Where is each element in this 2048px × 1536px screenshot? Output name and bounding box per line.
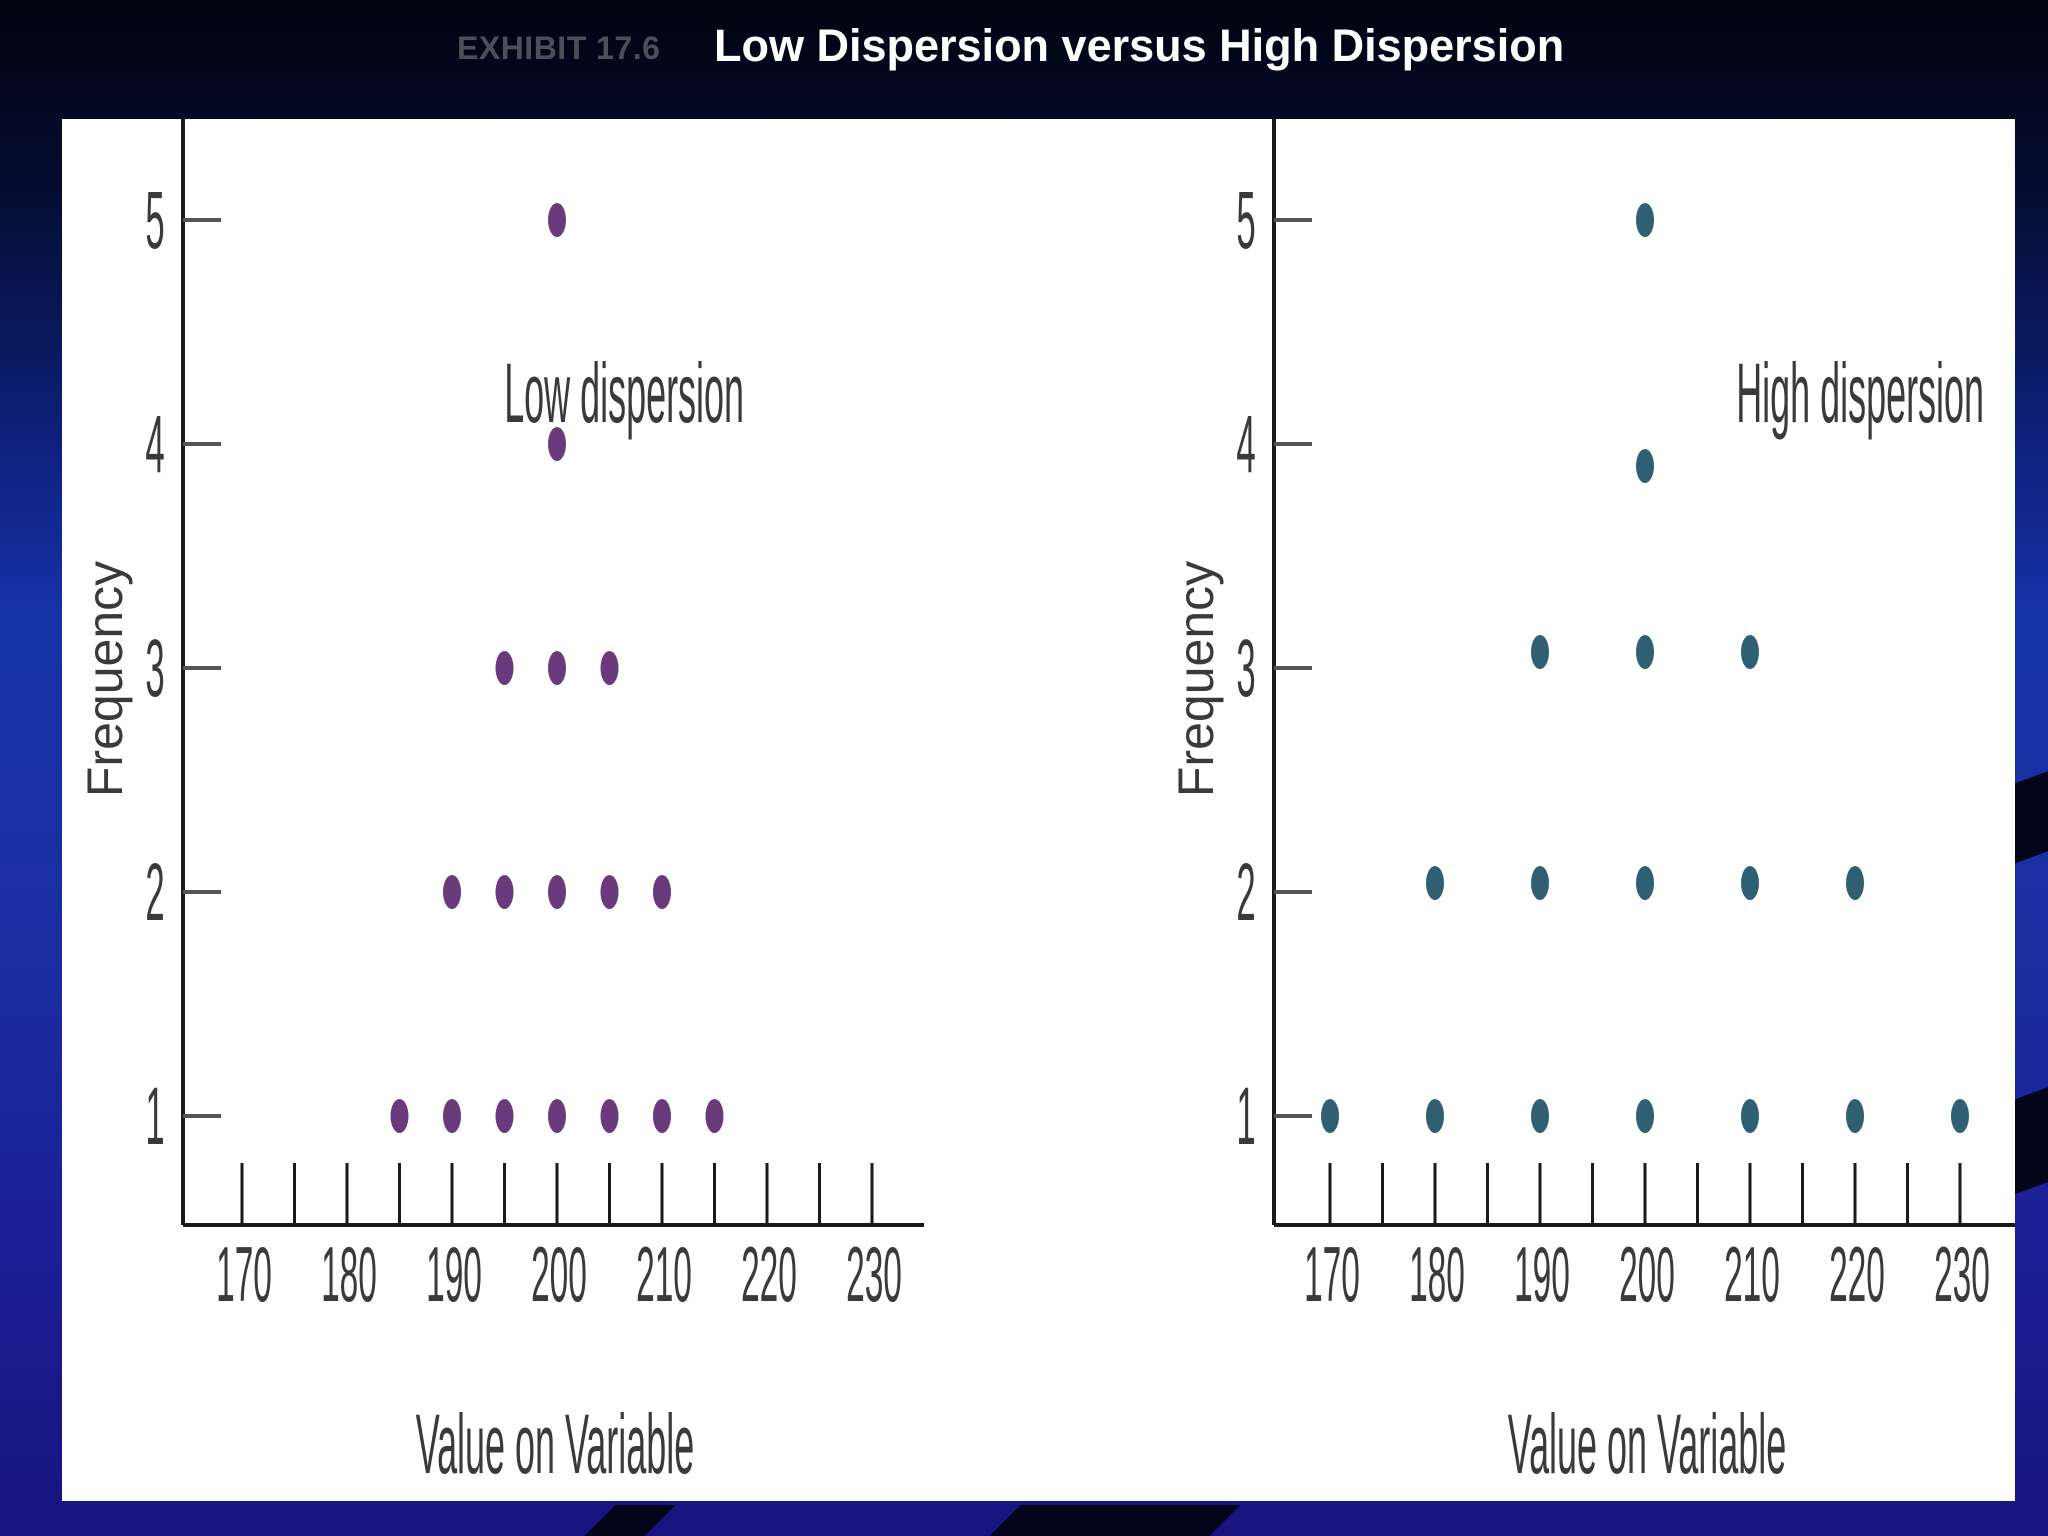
exhibit-label: EXHIBIT 17.6 — [457, 30, 661, 66]
y-tick-label: 4 — [145, 399, 164, 490]
chart-annotation: High dispersion — [1736, 345, 1984, 440]
data-point — [443, 1099, 461, 1133]
y-tick-label: 1 — [145, 1071, 164, 1162]
data-point — [495, 1099, 514, 1133]
data-point — [495, 875, 514, 909]
x-tick-label: 200 — [1619, 1229, 1675, 1317]
data-point — [548, 1099, 566, 1133]
data-point — [443, 875, 461, 909]
y-tick-label: 2 — [1236, 847, 1255, 938]
x-axis-title: Value on Variable — [1508, 1396, 1786, 1491]
data-point — [1321, 1099, 1339, 1133]
data-point — [548, 651, 566, 685]
x-tick-label: 180 — [321, 1229, 377, 1317]
data-point — [1426, 1099, 1444, 1133]
data-point — [548, 875, 566, 909]
background-stripe — [584, 1505, 676, 1536]
y-tick-label: 5 — [145, 175, 164, 266]
data-point — [548, 427, 566, 461]
data-point — [1846, 866, 1864, 900]
data-point — [1531, 635, 1549, 669]
x-tick-label: 210 — [1724, 1229, 1780, 1317]
data-point — [653, 875, 671, 909]
background-stripe — [989, 1505, 1241, 1536]
data-point — [1531, 866, 1549, 900]
x-tick-label: 170 — [216, 1229, 272, 1317]
x-axis-title: Value on Variable — [416, 1396, 694, 1491]
x-tick-label: 170 — [1304, 1229, 1360, 1317]
slide-header: EXHIBIT 17.6 Low Dispersion versus High … — [0, 0, 2048, 110]
high-dispersion-chart: 170 180 190 200 210 220 230 1 2 3 4 5 Frequency Value… — [1168, 119, 2015, 1491]
data-point — [705, 1099, 724, 1133]
x-tick-label: 190 — [1514, 1229, 1570, 1317]
y-tick-label: 1 — [1236, 1071, 1255, 1162]
y-tick-label: 2 — [145, 847, 164, 938]
data-point — [1741, 1099, 1759, 1133]
x-tick-label: 210 — [636, 1229, 692, 1317]
data-point — [653, 1099, 671, 1133]
data-point — [1636, 635, 1654, 669]
data-point — [600, 1099, 619, 1133]
chart-annotation: Low dispersion — [504, 345, 744, 440]
y-axis-title: Frequency — [1168, 561, 1224, 797]
low-dispersion-chart: 170 180 190 200 210 220 230 1 2 3 4 5 Frequency Value… — [77, 119, 924, 1491]
dispersion-figure: 170 180 190 200 210 220 230 1 2 3 4 5 Frequency Value… — [77, 119, 2015, 1491]
data-point — [1636, 203, 1654, 237]
x-tick-label: 190 — [426, 1229, 482, 1317]
x-tick-label: 230 — [846, 1229, 902, 1317]
data-point — [548, 203, 566, 237]
y-tick-label: 4 — [1236, 399, 1255, 490]
x-tick-label: 180 — [1409, 1229, 1465, 1317]
data-point — [390, 1099, 409, 1133]
data-point — [1846, 1099, 1864, 1133]
y-tick-label: 5 — [1236, 175, 1255, 266]
data-point — [1636, 1099, 1654, 1133]
data-point — [1636, 449, 1654, 483]
data-point — [1531, 1099, 1549, 1133]
slide-title: Low Dispersion versus High Dispersion — [714, 20, 1565, 71]
y-tick-label: 3 — [1236, 623, 1255, 714]
data-point — [495, 651, 514, 685]
data-point — [1426, 866, 1444, 900]
data-point — [1741, 635, 1759, 669]
y-axis-title: Frequency — [77, 561, 133, 797]
data-point — [1951, 1099, 1969, 1133]
x-tick-label: 220 — [1829, 1229, 1885, 1317]
x-tick-label: 200 — [531, 1229, 587, 1317]
data-point — [1741, 866, 1759, 900]
data-point — [1636, 866, 1654, 900]
y-tick-label: 3 — [145, 623, 164, 714]
figure-panel: 170 180 190 200 210 220 230 1 2 3 4 5 Frequency Value… — [62, 119, 2015, 1501]
x-tick-label: 220 — [741, 1229, 797, 1317]
x-tick-label: 230 — [1934, 1229, 1990, 1317]
data-point — [600, 651, 619, 685]
data-point — [600, 875, 619, 909]
